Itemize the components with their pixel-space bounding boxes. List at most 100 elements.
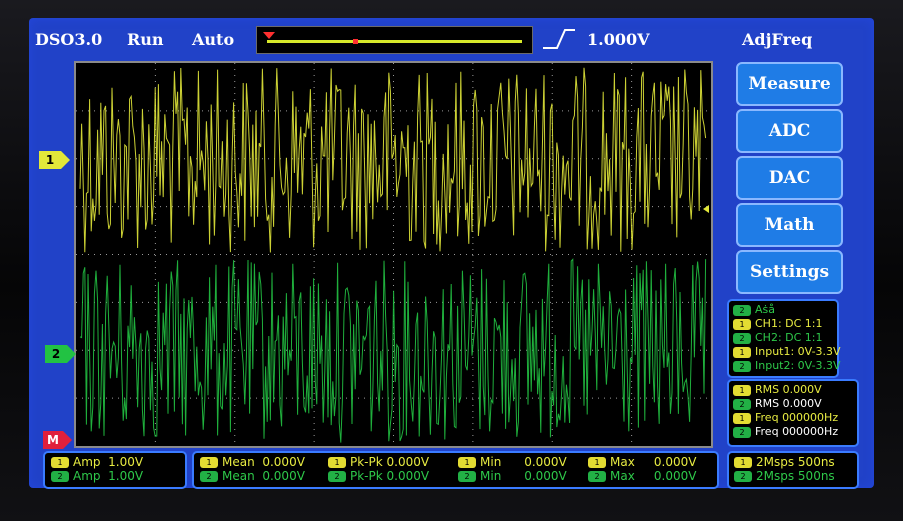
ch1-badge: 1 xyxy=(733,413,751,424)
ch1-badge: 1 xyxy=(734,457,752,468)
ch2-max: 2 Max 0.000V xyxy=(588,469,696,483)
ch1-badge: 1 xyxy=(733,385,751,396)
math-marker-label: M xyxy=(47,433,59,447)
ch1-badge: 1 xyxy=(458,457,476,468)
measure-value: 000000Hz xyxy=(782,425,838,438)
run-state-button[interactable]: Run xyxy=(127,30,164,49)
ch1-waveform xyxy=(80,68,706,253)
info-text: Input1: 0V-3.3V xyxy=(755,345,841,358)
info-text: Aṡå xyxy=(755,303,775,316)
info-text: CH1: DC 1:1 xyxy=(755,317,823,330)
info-row: 2 Aṡå xyxy=(733,303,775,317)
ch2-badge: 2 xyxy=(733,333,751,344)
settings-button[interactable]: Settings xyxy=(736,250,843,294)
device-name: DSO3.0 xyxy=(35,30,102,49)
ch2-badge: 2 xyxy=(458,471,476,482)
ch1-marker-label: 1 xyxy=(46,153,54,167)
ch2-badge: 2 xyxy=(733,361,751,372)
ch1-marker-arrow-icon xyxy=(61,151,70,169)
measure-value: 0.000V xyxy=(783,397,822,410)
ch1-badge: 1 xyxy=(328,457,346,468)
stat-label: Pk-Pk xyxy=(350,455,383,469)
trigger-position-arrow-icon xyxy=(263,32,275,39)
measure-label: RMS xyxy=(755,383,779,396)
info-text: CH2: DC 1:1 xyxy=(755,331,823,344)
stat-value: 0.000V xyxy=(654,469,697,483)
ch1-max: 1 Max 0.000V xyxy=(588,455,696,469)
info-row: 1 Input1: 0V-3.3V xyxy=(733,345,841,359)
ch2-min: 2 Min 0.000V xyxy=(458,469,567,483)
stat-value: 0.000V xyxy=(387,469,430,483)
ch2-pkpk: 2 Pk-Pk 0.000V xyxy=(328,469,429,483)
amplitude-panel[interactable]: 1 Amp 1.00V 2 Amp 1.00V xyxy=(43,451,187,489)
trigger-level[interactable]: 1.000V xyxy=(587,30,650,49)
stat-label: Min xyxy=(480,469,501,483)
timebase-text: 2Msps 500ns xyxy=(756,455,835,469)
ch1-badge: 1 xyxy=(200,457,218,468)
ch2-badge: 2 xyxy=(733,427,751,438)
channel-info-panel: 2 Aṡå 1 CH1: DC 1:1 2 CH2: DC 1:1 1 Input1: … xyxy=(727,299,839,378)
ch1-badge: 1 xyxy=(733,347,751,358)
trigger-position-line xyxy=(267,40,522,43)
ch1-pkpk: 1 Pk-Pk 0.000V xyxy=(328,455,429,469)
ch2-badge: 2 xyxy=(733,305,751,316)
ch1-min: 1 Min 0.000V xyxy=(458,455,567,469)
amp-label: Amp xyxy=(73,469,101,483)
stat-value: 0.000V xyxy=(524,455,567,469)
oscilloscope-screen: DSO3.0 Run Auto 1.000V AdjFreq 1 2 M Mea… xyxy=(29,18,874,488)
amp-label: Amp xyxy=(73,455,101,469)
ch1-amp: 1 Amp 1.00V xyxy=(51,455,143,469)
info-row: 1 CH1: DC 1:1 xyxy=(733,317,823,331)
ch2-badge: 2 xyxy=(328,471,346,482)
stat-value: 0.000V xyxy=(524,469,567,483)
timebase-panel[interactable]: 1 2Msps 500ns 2 2Msps 500ns xyxy=(727,451,859,489)
ch2-mean: 2 Mean 0.000V xyxy=(200,469,305,483)
stat-value: 0.000V xyxy=(262,469,305,483)
measure-label: RMS xyxy=(755,397,779,410)
ch2-waveform xyxy=(80,259,706,443)
info-row: 2 Input2: 0V-3.3V xyxy=(733,359,841,373)
ch2-badge: 2 xyxy=(734,471,752,482)
ch2-marker[interactable]: 2 xyxy=(45,345,67,363)
ch1-marker[interactable]: 1 xyxy=(39,151,61,169)
ch2-amp: 2 Amp 1.00V xyxy=(51,469,143,483)
stat-value: 0.000V xyxy=(387,455,430,469)
waveform-canvas xyxy=(76,63,711,446)
trigger-position-bar[interactable] xyxy=(256,26,533,54)
amp-value: 1.00V xyxy=(108,469,143,483)
function-label: AdjFreq xyxy=(742,30,812,49)
ch1-timebase: 1 2Msps 500ns xyxy=(734,455,835,469)
adc-button[interactable]: ADC xyxy=(736,109,843,153)
measure-row: 1 Freq 000000Hz xyxy=(733,411,838,425)
ch2-marker-arrow-icon xyxy=(67,345,76,363)
trigger-position-dot xyxy=(353,39,358,44)
measure-label: Freq xyxy=(755,411,779,424)
stat-label: Max xyxy=(610,455,635,469)
status-bar: DSO3.0 Run Auto 1.000V AdjFreq xyxy=(29,18,874,58)
math-marker-arrow-icon xyxy=(63,431,72,449)
ch2-marker-label: 2 xyxy=(52,347,60,361)
measure-value: 000000Hz xyxy=(782,411,838,424)
ch2-badge: 2 xyxy=(588,471,606,482)
measure-button[interactable]: Measure xyxy=(736,62,843,106)
dac-button[interactable]: DAC xyxy=(736,156,843,200)
stat-value: 0.000V xyxy=(654,455,697,469)
stat-label: Mean xyxy=(222,469,255,483)
ch1-badge: 1 xyxy=(588,457,606,468)
statistics-panel[interactable]: 1 Mean 0.000V 2 Mean 0.000V 1 Pk-Pk 0.000V … xyxy=(192,451,719,489)
amp-value: 1.00V xyxy=(108,455,143,469)
measure-label: Freq xyxy=(755,425,779,438)
trigger-mode-button[interactable]: Auto xyxy=(192,30,234,49)
stat-label: Mean xyxy=(222,455,255,469)
math-button[interactable]: Math xyxy=(736,203,843,247)
measurement-panel: 1 RMS 0.000V 2 RMS 0.000V 1 Freq 000000Hz 2… xyxy=(727,379,859,447)
stat-label: Max xyxy=(610,469,635,483)
ch2-badge: 2 xyxy=(733,399,751,410)
waveform-display[interactable] xyxy=(74,61,713,448)
ch2-timebase: 2 2Msps 500ns xyxy=(734,469,835,483)
info-text: Input2: 0V-3.3V xyxy=(755,359,841,372)
measure-row: 2 Freq 000000Hz xyxy=(733,425,838,439)
math-marker[interactable]: M xyxy=(43,431,63,449)
rising-edge-icon[interactable] xyxy=(543,28,575,50)
ch1-badge: 1 xyxy=(51,457,69,468)
